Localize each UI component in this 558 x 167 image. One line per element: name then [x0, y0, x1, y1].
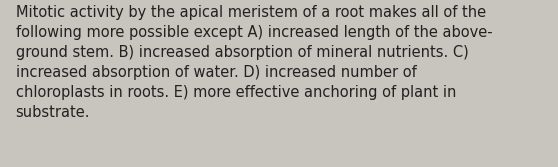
Text: Mitotic activity by the apical meristem of a root makes all of the
following mor: Mitotic activity by the apical meristem … [16, 5, 492, 120]
